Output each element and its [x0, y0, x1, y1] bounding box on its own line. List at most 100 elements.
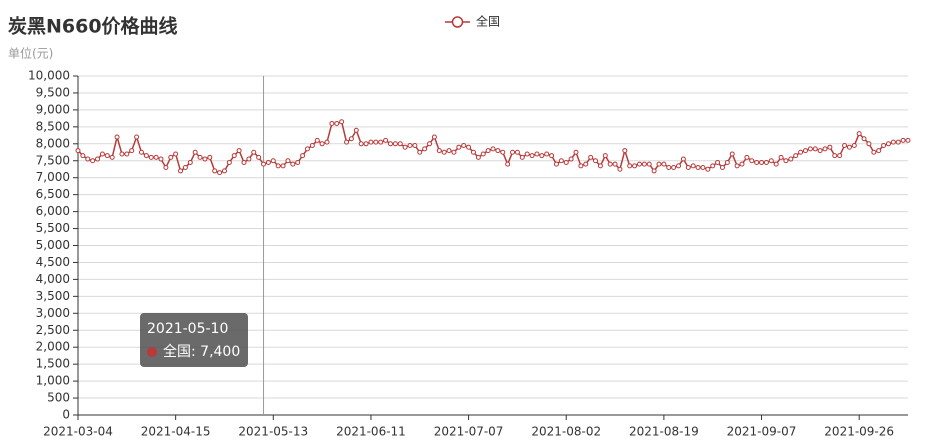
point [700, 165, 706, 171]
point [510, 149, 516, 155]
point [490, 146, 496, 152]
point [817, 148, 823, 154]
point [378, 139, 384, 145]
point [392, 141, 398, 147]
point [553, 161, 559, 167]
point [422, 146, 428, 152]
point [441, 149, 447, 155]
point [622, 148, 628, 154]
point [90, 158, 96, 164]
y-axis-label: 单位(元) [8, 46, 53, 61]
point [500, 149, 506, 155]
point [95, 156, 101, 162]
point [636, 161, 642, 167]
point [456, 144, 462, 150]
point [436, 148, 442, 154]
point [124, 151, 130, 157]
point [212, 168, 218, 174]
x-tick-label: 2021-08-02 [531, 425, 601, 439]
point [666, 165, 672, 171]
point [812, 146, 818, 152]
point [739, 161, 745, 167]
point [710, 163, 716, 169]
point [158, 156, 164, 162]
point [593, 158, 599, 164]
point [256, 154, 262, 160]
point [749, 158, 755, 164]
point [261, 161, 267, 167]
point [734, 163, 740, 169]
point [612, 161, 618, 167]
point [309, 142, 315, 148]
point [353, 127, 359, 133]
point [563, 159, 569, 165]
point [226, 159, 232, 165]
point [153, 154, 159, 160]
point [417, 149, 423, 155]
point [876, 148, 882, 154]
point [387, 141, 393, 147]
legend-label: 全国 [476, 14, 500, 29]
point [431, 134, 437, 140]
point [685, 165, 691, 171]
point [676, 163, 682, 169]
y-tick-label: 6,500 [36, 187, 70, 201]
y-tick-label: 1,000 [36, 374, 70, 388]
point [534, 151, 540, 157]
point [202, 156, 208, 162]
point [290, 161, 296, 167]
point [900, 137, 906, 143]
point [85, 156, 91, 162]
point [319, 141, 325, 147]
point [856, 131, 862, 137]
tooltip-title: 2021-05-10 [147, 321, 228, 337]
point [480, 151, 486, 157]
point [329, 120, 335, 126]
point [412, 142, 418, 148]
point [80, 153, 86, 159]
tooltip-dot [147, 347, 157, 357]
x-tick-label: 2021-09-26 [824, 425, 894, 439]
point [495, 148, 501, 154]
point [881, 142, 887, 148]
y-tick-label: 6,000 [36, 204, 70, 218]
y-tick-label: 7,000 [36, 170, 70, 184]
y-tick-label: 2,000 [36, 340, 70, 354]
point [773, 161, 779, 167]
point [524, 151, 530, 157]
y-tick-label: 1,500 [36, 357, 70, 371]
point [842, 142, 848, 148]
point [295, 159, 301, 165]
point [251, 149, 257, 155]
point [514, 149, 520, 155]
legend-marker [451, 16, 464, 28]
point [334, 120, 340, 126]
point [807, 146, 813, 152]
point [602, 153, 608, 159]
point [324, 139, 330, 145]
point [109, 154, 115, 160]
x-tick-label: 2021-07-07 [434, 425, 504, 439]
point [680, 156, 686, 162]
point [451, 149, 457, 155]
y-tick-label: 5,000 [36, 238, 70, 252]
point [861, 136, 867, 142]
point [715, 159, 721, 165]
point [866, 141, 872, 147]
point [846, 144, 852, 150]
point [173, 151, 179, 157]
point [246, 156, 252, 162]
point [719, 165, 725, 171]
point [798, 149, 804, 155]
point [890, 139, 896, 145]
point [583, 161, 589, 167]
point [314, 137, 320, 143]
point [304, 146, 310, 152]
y-tick-label: 2,500 [36, 323, 70, 337]
point [763, 159, 769, 165]
point [197, 154, 203, 160]
y-tick-label: 3,000 [36, 306, 70, 320]
point [783, 158, 789, 164]
point [363, 141, 369, 147]
point [793, 153, 799, 159]
